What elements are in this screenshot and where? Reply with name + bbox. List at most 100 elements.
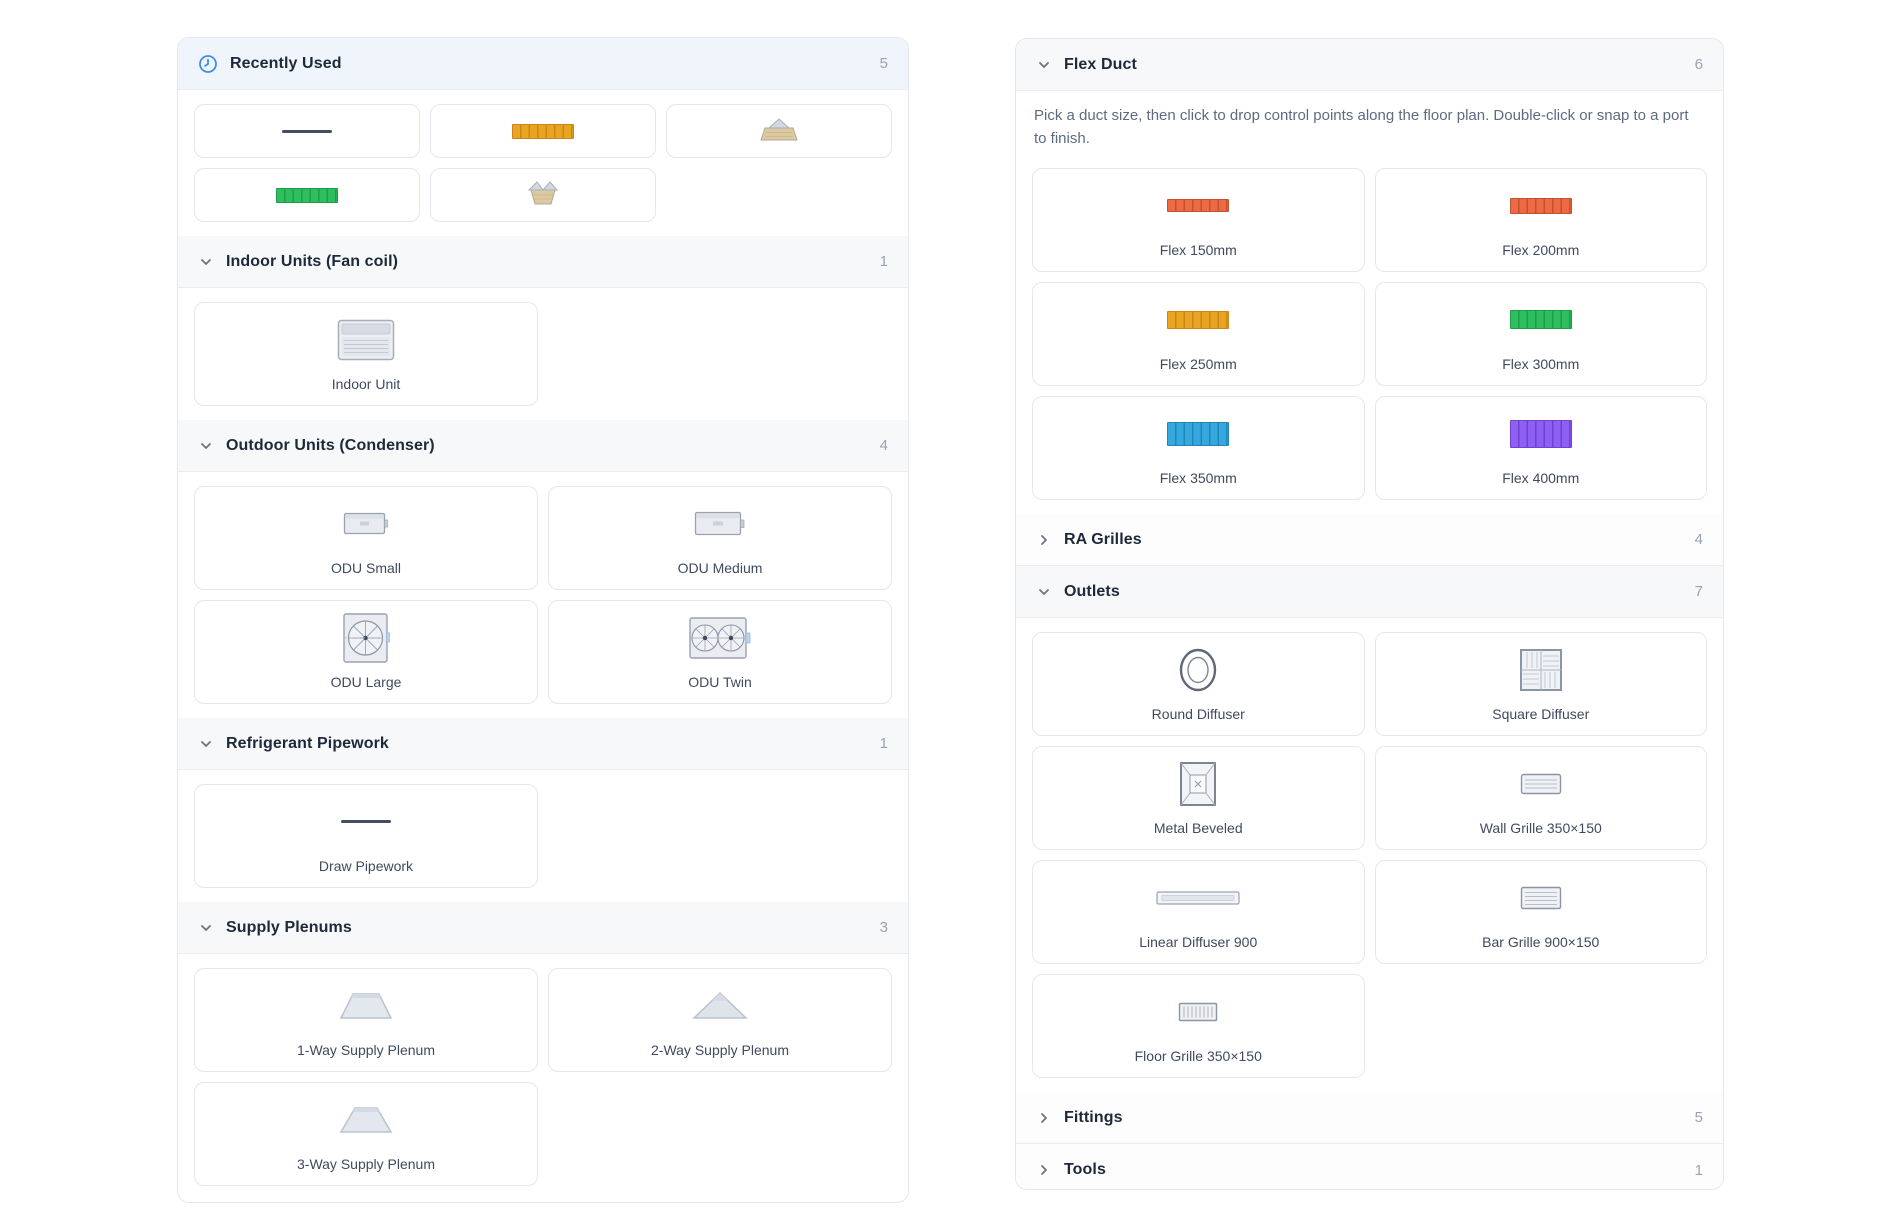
section-title: Outdoor Units (Condenser)	[226, 436, 435, 454]
metal-beveled-icon	[1033, 747, 1364, 820]
palette-item-2way-supply-plenum[interactable]: 2-Way Supply Plenum	[548, 968, 892, 1072]
chevron-down-icon	[1036, 57, 1052, 73]
plenum-3way-icon	[195, 1083, 537, 1156]
section-header-fittings[interactable]: Fittings 5	[1016, 1092, 1723, 1144]
outlets-grid: Round Diffuser Square Diffuser	[1016, 618, 1723, 1092]
odu-large-icon	[195, 601, 537, 674]
flex-duct-grid: Flex 150mm Flex 200mm Flex 250mm Flex 30…	[1016, 154, 1723, 514]
recent-item-supply-plenum-3way[interactable]	[430, 168, 656, 222]
palette-item-label: Metal Beveled	[1153, 820, 1243, 836]
section-header-indoor-units[interactable]: Indoor Units (Fan coil) 1	[178, 236, 908, 288]
palette-item-flex-300mm[interactable]: Flex 300mm	[1374, 282, 1707, 386]
section-count: 1	[879, 253, 888, 270]
palette-item-odu-medium[interactable]: ODU Medium	[548, 486, 892, 590]
section-title: RA Grilles	[1064, 530, 1142, 548]
palette-item-odu-large[interactable]: ODU Large	[194, 600, 538, 704]
section-header-supply-plenums[interactable]: Supply Plenums 3	[178, 902, 908, 954]
palette-item-label: Square Diffuser	[1492, 706, 1590, 722]
section-title: Tools	[1064, 1161, 1106, 1178]
palette-item-odu-small[interactable]: ODU Small	[194, 486, 538, 590]
palette-item-wall-grille[interactable]: Wall Grille 350×150	[1374, 746, 1707, 850]
section-header-flex-duct[interactable]: Flex Duct 6	[1016, 39, 1723, 91]
palette-item-label: Flex 150mm	[1159, 242, 1237, 258]
palette-item-flex-200mm[interactable]: Flex 200mm	[1374, 168, 1707, 272]
plenum-2way-icon	[549, 969, 891, 1042]
chevron-down-icon	[198, 920, 214, 936]
chevron-down-icon	[1036, 584, 1052, 600]
plenum-1way-icon	[195, 969, 537, 1042]
palette-item-label: Flex 200mm	[1502, 242, 1580, 258]
palette-item-label: Flex 400mm	[1502, 470, 1580, 486]
square-diffuser-icon	[1376, 633, 1707, 706]
section-recently-used: Recently Used 5	[178, 38, 908, 236]
recent-item-flex-250mm[interactable]	[430, 104, 656, 158]
chevron-down-icon	[198, 254, 214, 270]
section-fittings: Fittings 5	[1016, 1092, 1723, 1144]
palette-item-round-diffuser[interactable]: Round Diffuser	[1032, 632, 1365, 736]
recently-used-grid	[178, 90, 908, 236]
section-header-tools[interactable]: Tools 1	[1016, 1144, 1723, 1189]
section-title: Flex Duct	[1064, 55, 1137, 73]
section-count: 4	[1694, 531, 1703, 548]
floor-grille-icon	[1033, 975, 1364, 1048]
palette-item-3way-supply-plenum[interactable]: 3-Way Supply Plenum	[194, 1082, 538, 1186]
palette-item-indoor-unit[interactable]: Indoor Unit	[194, 302, 538, 406]
palette-item-1way-supply-plenum[interactable]: 1-Way Supply Plenum	[194, 968, 538, 1072]
palette-item-linear-diffuser[interactable]: Linear Diffuser 900	[1032, 860, 1365, 964]
refrigerant-pipework-grid: Draw Pipework	[178, 770, 908, 902]
wall-grille-icon	[1376, 747, 1707, 820]
recent-item-supply-plenum[interactable]	[666, 104, 892, 158]
section-title: Supply Plenums	[226, 918, 352, 936]
palette-item-label: Flex 300mm	[1502, 356, 1580, 372]
section-title: Fittings	[1064, 1108, 1123, 1126]
palette-item-label: Floor Grille 350×150	[1134, 1048, 1262, 1064]
pipework-line-icon	[195, 785, 537, 858]
indoor-units-grid: Indoor Unit	[178, 288, 908, 420]
section-ra-grilles: RA Grilles 4	[1016, 514, 1723, 566]
section-supply-plenums: Supply Plenums 3 1-Way Supply Plenum	[178, 902, 908, 1200]
odu-medium-icon	[549, 487, 891, 560]
palette-item-square-diffuser[interactable]: Square Diffuser	[1374, 632, 1707, 736]
palette-item-odu-twin[interactable]: ODU Twin	[548, 600, 892, 704]
palette-item-bar-grille[interactable]: Bar Grille 900×150	[1374, 860, 1707, 964]
component-palette-right: Flex Duct 6 Pick a duct size, then click…	[1015, 38, 1724, 1190]
chevron-down-icon	[198, 736, 214, 752]
outdoor-units-grid: ODU Small ODU Medium	[178, 472, 908, 718]
section-count: 7	[1694, 583, 1703, 600]
supply-plenum-3way-tan-icon	[522, 179, 564, 212]
section-header-recently-used[interactable]: Recently Used 5	[178, 38, 908, 90]
section-outlets: Outlets 7 Round Diffuser	[1016, 566, 1723, 1092]
palette-item-metal-beveled[interactable]: Metal Beveled	[1032, 746, 1365, 850]
palette-item-draw-pipework[interactable]: Draw Pipework	[194, 784, 538, 888]
palette-item-flex-150mm[interactable]: Flex 150mm	[1032, 168, 1365, 272]
supply-plenums-grid: 1-Way Supply Plenum 2-Way Supply Plenum	[178, 954, 908, 1200]
chevron-right-icon	[1036, 1162, 1052, 1178]
palette-item-label: ODU Medium	[677, 560, 763, 576]
section-count: 6	[1694, 56, 1703, 73]
odu-small-icon	[195, 487, 537, 560]
flex-duct-icon	[276, 187, 338, 203]
palette-item-flex-250mm[interactable]: Flex 250mm	[1032, 282, 1365, 386]
palette-item-flex-350mm[interactable]: Flex 350mm	[1032, 396, 1365, 500]
palette-item-flex-400mm[interactable]: Flex 400mm	[1374, 396, 1707, 500]
section-count: 4	[879, 437, 888, 454]
odu-twin-icon	[549, 601, 891, 674]
recent-item-flex-300mm[interactable]	[194, 168, 420, 222]
chevron-right-icon	[1036, 1110, 1052, 1126]
flex-duct-icon	[1509, 197, 1572, 214]
section-header-outdoor-units[interactable]: Outdoor Units (Condenser) 4	[178, 420, 908, 472]
palette-item-label: 3-Way Supply Plenum	[297, 1156, 435, 1172]
palette-item-label: ODU Small	[330, 560, 401, 576]
section-header-ra-grilles[interactable]: RA Grilles 4	[1016, 514, 1723, 566]
palette-item-label: 1-Way Supply Plenum	[297, 1042, 435, 1058]
section-header-refrigerant-pipework[interactable]: Refrigerant Pipework 1	[178, 718, 908, 770]
clock-icon	[198, 54, 218, 74]
recent-item-draw-pipework[interactable]	[194, 104, 420, 158]
palette-item-label: Linear Diffuser 900	[1139, 934, 1258, 950]
indoor-unit-icon	[195, 303, 537, 376]
palette-item-label: Bar Grille 900×150	[1482, 934, 1600, 950]
palette-item-label: Flex 350mm	[1159, 470, 1237, 486]
chevron-right-icon	[1036, 532, 1052, 548]
section-header-outlets[interactable]: Outlets 7	[1016, 566, 1723, 618]
palette-item-floor-grille[interactable]: Floor Grille 350×150	[1032, 974, 1365, 1078]
